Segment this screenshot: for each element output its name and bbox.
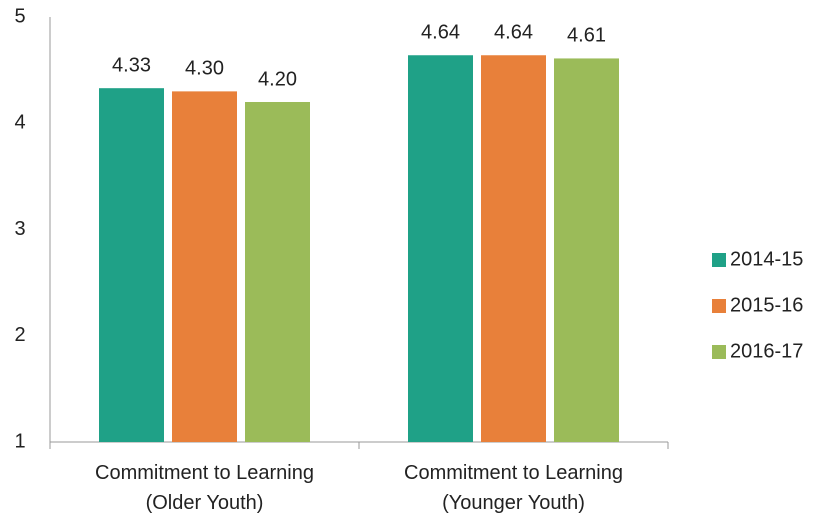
value-label: 4.33 bbox=[112, 54, 151, 76]
bar bbox=[554, 58, 619, 442]
value-label: 4.64 bbox=[421, 22, 460, 44]
bar bbox=[172, 91, 237, 442]
y-tick-label: 2 bbox=[14, 324, 25, 346]
bar bbox=[408, 55, 473, 442]
value-label: 4.30 bbox=[185, 58, 224, 80]
legend-swatch bbox=[712, 345, 726, 359]
y-tick-label: 5 bbox=[14, 5, 25, 27]
bar bbox=[245, 102, 310, 442]
value-label: 4.61 bbox=[567, 25, 606, 47]
y-tick-label: 3 bbox=[14, 218, 25, 240]
legend-swatch bbox=[712, 299, 726, 313]
bar bbox=[99, 88, 164, 442]
x-tick-label: Commitment to Learning (Younger Youth) bbox=[404, 462, 623, 514]
y-tick-label: 4 bbox=[14, 112, 25, 134]
value-label: 4.64 bbox=[494, 22, 533, 44]
value-label: 4.20 bbox=[258, 68, 297, 90]
bar bbox=[481, 55, 546, 442]
legend-swatch bbox=[712, 253, 726, 267]
x-tick-label: Commitment to Learning (Older Youth) bbox=[95, 462, 314, 514]
y-tick-label: 1 bbox=[14, 430, 25, 452]
legend-label: 2016-17 bbox=[730, 340, 803, 362]
legend-label: 2015-16 bbox=[730, 294, 803, 316]
legend-label: 2014-15 bbox=[730, 248, 803, 270]
